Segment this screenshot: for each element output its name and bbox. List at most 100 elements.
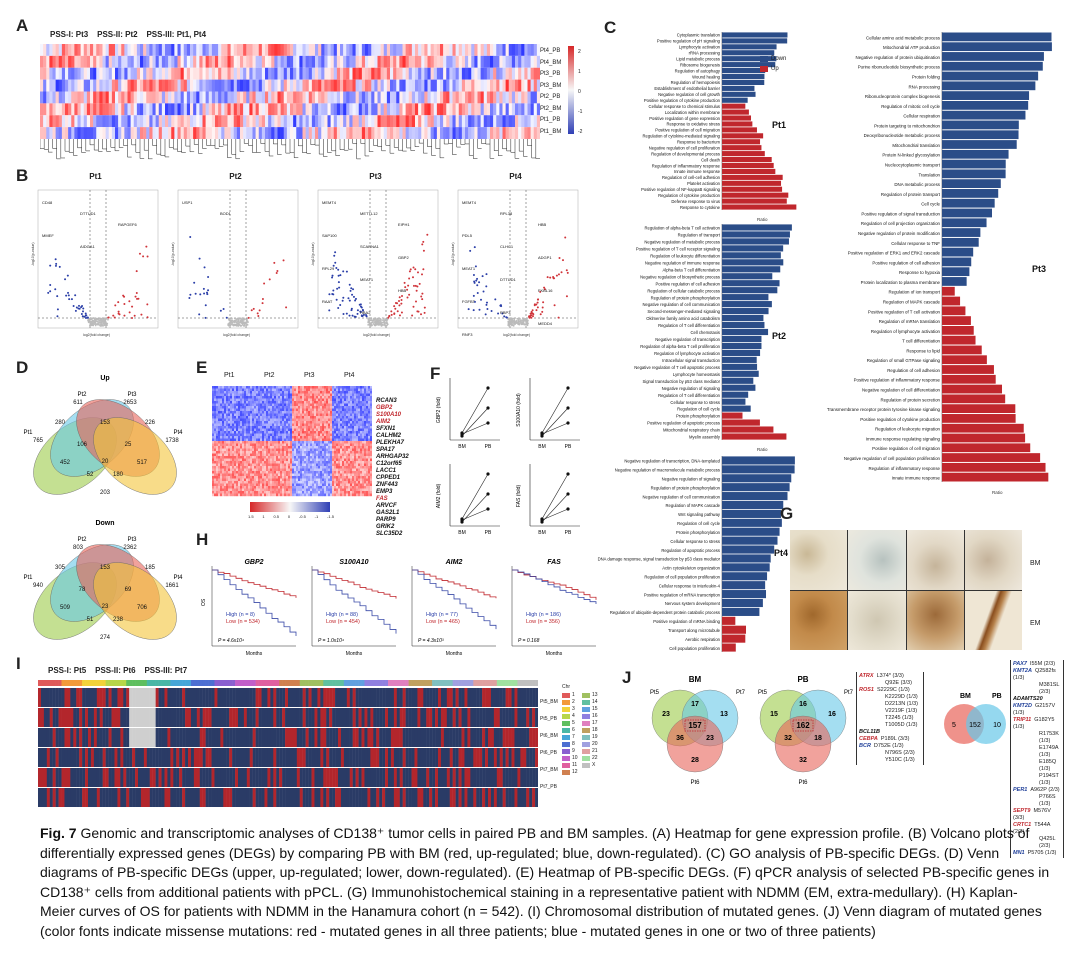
heatmap-cell — [340, 391, 343, 394]
heatmap-cell — [65, 115, 69, 128]
volcano-gene-label: MEMT4 — [322, 200, 337, 205]
heatmap-cell — [343, 79, 347, 92]
heatmap-cell — [161, 91, 166, 104]
heatmap-cell — [328, 441, 331, 444]
heatmap-cell — [310, 441, 313, 444]
heatmap-cell — [242, 391, 245, 394]
heatmap-cell — [312, 436, 315, 439]
heatmap-cell — [326, 421, 329, 424]
heatmap-cell — [300, 401, 303, 404]
heatmap-cell — [314, 418, 317, 422]
heatmap-cell — [471, 115, 475, 128]
heatmap-cell — [214, 423, 217, 427]
heatmap-cell — [43, 115, 47, 128]
heatmap-cell — [352, 423, 355, 427]
heatmap-cell — [292, 421, 295, 424]
heatmap-cell — [352, 441, 355, 444]
heatmap-cell — [272, 398, 275, 402]
heatmap-cell — [218, 413, 221, 417]
heatmap-cell — [316, 436, 319, 439]
heatmap-cell — [362, 413, 365, 417]
heatmap-cell — [468, 79, 472, 92]
go-bar-up — [722, 103, 746, 109]
go-bar-up — [942, 423, 1024, 433]
heatmap-cell — [268, 391, 271, 394]
heatmap-cell — [228, 441, 231, 444]
heatmap-cell — [328, 448, 331, 452]
heatmap-cell — [262, 428, 265, 432]
heatmap-cell — [383, 55, 388, 68]
heatmap-cell — [234, 456, 237, 459]
heatmap-cell — [316, 438, 319, 442]
volcano-point-down — [56, 308, 59, 311]
heatmap-cell — [43, 44, 47, 56]
heatmap-cell — [365, 103, 369, 116]
heatmap-cell — [312, 426, 315, 429]
heatmap-cell — [272, 436, 275, 439]
heatmap-cell — [258, 127, 263, 139]
volcano-point — [91, 319, 94, 322]
legend-item: Down — [760, 54, 786, 64]
heatmap-cell — [199, 103, 203, 116]
heatmap-cell — [102, 55, 106, 68]
heatmap-cell — [270, 406, 273, 409]
heatmap-cell — [214, 426, 217, 429]
heatmap-cell — [99, 67, 103, 80]
heatmap-cell — [264, 451, 267, 454]
heatmap-cell — [256, 443, 259, 447]
go-bar-up — [722, 109, 749, 115]
volcano-point-up — [138, 252, 141, 255]
venn-set — [93, 417, 177, 495]
go-term-label: Regulation of cellular catabolic process — [647, 288, 720, 293]
heatmap-cell — [300, 453, 303, 457]
heatmap-cell — [536, 115, 540, 128]
heatmap-cell — [326, 431, 329, 434]
heatmap-cell — [236, 391, 239, 394]
dendrogram-branch — [206, 139, 211, 146]
heatmap-cell — [276, 416, 279, 419]
heatmap-cell — [336, 431, 339, 434]
heatmap-cell — [296, 403, 299, 407]
heatmap-cell — [284, 401, 287, 404]
heatmap-cell — [286, 421, 289, 424]
heatmap-cell — [336, 448, 339, 452]
heatmap-cell — [314, 441, 317, 444]
volcano-point-down — [54, 264, 57, 267]
heatmap-cell — [327, 79, 331, 92]
dendrogram-branch — [473, 139, 478, 159]
heatmap-cell — [399, 91, 403, 104]
heatmap-cell — [286, 438, 289, 442]
heatmap-cell — [370, 391, 372, 394]
heatmap-cell — [77, 115, 81, 128]
volcano-point-up — [536, 306, 539, 309]
heatmap-cell — [212, 411, 215, 414]
heatmap-cell — [165, 79, 169, 92]
heatmap-cell — [222, 443, 225, 447]
heatmap-cell — [282, 428, 285, 432]
volcano-point-up — [426, 233, 429, 236]
heatmap-cell — [254, 416, 257, 419]
heatmap-cell — [320, 448, 323, 452]
go-bar-down — [942, 110, 1026, 120]
heatmap-cell — [458, 79, 463, 92]
heatmap-cell — [433, 127, 438, 139]
heatmap-cell — [260, 436, 263, 439]
heatmap-cell — [312, 456, 315, 459]
volcano-point — [99, 322, 102, 324]
volcano-point-up — [541, 306, 544, 309]
heatmap-cell — [364, 436, 367, 439]
heatmap-cell — [268, 428, 271, 432]
heatmap-cell — [232, 403, 235, 407]
heatmap-cell — [230, 416, 233, 419]
heatmap-cell — [344, 453, 347, 457]
heatmap-cell — [338, 388, 341, 392]
heatmap-cell — [143, 91, 147, 104]
go-bar-down — [942, 61, 1043, 71]
heatmap-cell — [224, 443, 227, 447]
heatmap-cell — [300, 421, 303, 424]
heatmap-cell — [480, 55, 485, 68]
heatmap-cell — [314, 413, 317, 417]
heatmap-cell — [140, 103, 144, 116]
heatmap-cell — [292, 428, 295, 432]
